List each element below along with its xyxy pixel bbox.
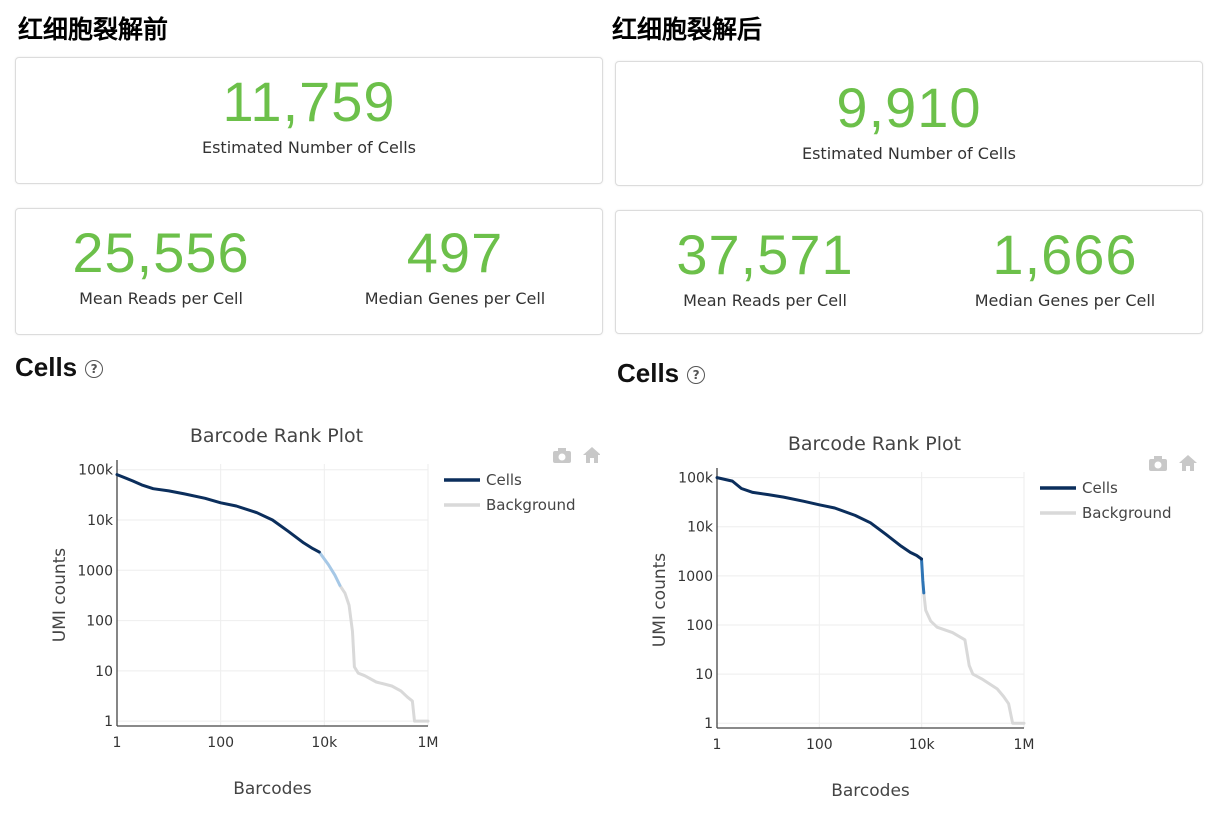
mean-reads-metric: 37,571 Mean Reads per Cell bbox=[620, 223, 910, 311]
mean-reads-caption: Mean Reads per Cell bbox=[79, 289, 243, 308]
y-axis-label: UMI counts bbox=[50, 548, 70, 642]
x-tick-label: 1 bbox=[113, 735, 122, 751]
cells-section-heading: Cells? bbox=[617, 358, 706, 389]
estimated-cells-value: 11,759 bbox=[222, 70, 396, 133]
cells-section-heading: Cells? bbox=[15, 352, 104, 383]
y-tick-label: 10 bbox=[695, 667, 713, 683]
estimated-cells-value: 9,910 bbox=[836, 76, 982, 139]
home-icon bbox=[583, 447, 600, 463]
series-line bbox=[115, 473, 321, 554]
cells-section-title: Cells bbox=[15, 352, 78, 382]
mean-reads-caption: Mean Reads per Cell bbox=[683, 291, 847, 310]
panel-title: 红细胞裂解前 bbox=[18, 15, 169, 44]
y-tick-label: 1 bbox=[104, 714, 113, 730]
home-icon bbox=[1179, 455, 1197, 471]
estimated-cells-metric: 11,759 Estimated Number of Cells bbox=[164, 70, 454, 158]
help-icon[interactable]: ? bbox=[85, 360, 104, 379]
y-tick-label: 100k bbox=[78, 463, 114, 479]
mean-reads-value: 37,571 bbox=[676, 223, 854, 286]
series-line bbox=[922, 591, 1026, 725]
median-genes-metric: 1,666 Median Genes per Cell bbox=[920, 223, 1208, 311]
chart-title: Barcode Rank Plot bbox=[788, 433, 961, 455]
camera-icon bbox=[1149, 456, 1167, 471]
y-tick-label: 100 bbox=[86, 614, 113, 630]
legend-label: Background bbox=[1082, 504, 1172, 522]
mean-reads-value: 25,556 bbox=[72, 221, 250, 284]
y-tick-label: 1 bbox=[704, 716, 713, 732]
x-tick-label: 10k bbox=[909, 737, 936, 753]
cells-section-title: Cells bbox=[617, 358, 680, 388]
median-genes-caption: Median Genes per Cell bbox=[364, 289, 546, 308]
y-tick-label: 100k bbox=[678, 471, 714, 487]
help-icon[interactable]: ? bbox=[687, 366, 706, 385]
x-tick-label: 1M bbox=[1014, 737, 1035, 753]
cells-summary-card: 9,910 Estimated Number of Cells bbox=[615, 61, 1203, 186]
panel-after: 红细胞裂解后 9,910 Estimated Number of Cells 3… bbox=[604, 0, 1204, 819]
cells-summary-card: 11,759 Estimated Number of Cells bbox=[15, 57, 603, 184]
barcode-rank-plot: Barcode Rank Plot 1 100 10k 1M 1 10 100 1000 10k 1… bbox=[50, 425, 600, 799]
series-line bbox=[920, 557, 926, 595]
median-genes-value: 497 bbox=[406, 221, 504, 284]
y-tick-label: 10k bbox=[87, 513, 114, 529]
legend-label: Cells bbox=[1082, 479, 1118, 497]
y-axis-label: UMI counts bbox=[650, 553, 670, 647]
reads-genes-card: 37,571 Mean Reads per Cell 1,666 Median … bbox=[615, 210, 1203, 334]
estimated-cells-caption: Estimated Number of Cells bbox=[201, 138, 417, 157]
y-tick-label: 1000 bbox=[677, 569, 713, 585]
median-genes-metric: 497 Median Genes per Cell bbox=[310, 221, 600, 309]
median-genes-caption: Median Genes per Cell bbox=[974, 291, 1156, 310]
estimated-cells-metric: 9,910 Estimated Number of Cells bbox=[764, 76, 1054, 164]
estimated-cells-caption: Estimated Number of Cells bbox=[801, 144, 1017, 163]
x-tick-label: 10k bbox=[311, 735, 338, 751]
panel-before: 红细胞裂解前 11,759 Estimated Number of Cells … bbox=[0, 0, 603, 819]
y-tick-label: 1000 bbox=[77, 563, 113, 579]
x-tick-label: 100 bbox=[806, 737, 833, 753]
x-axis-label: Barcodes bbox=[233, 779, 312, 799]
reads-genes-card: 25,556 Mean Reads per Cell 497 Median Ge… bbox=[15, 208, 603, 335]
x-axis-label: Barcodes bbox=[831, 781, 910, 801]
legend-label: Background bbox=[486, 496, 576, 514]
y-tick-label: 10 bbox=[95, 664, 113, 680]
series-line bbox=[317, 550, 342, 587]
series-line bbox=[338, 583, 430, 723]
y-tick-label: 100 bbox=[686, 618, 713, 634]
y-tick-label: 10k bbox=[687, 520, 714, 536]
mean-reads-metric: 25,556 Mean Reads per Cell bbox=[16, 221, 306, 309]
x-tick-label: 100 bbox=[207, 735, 234, 751]
chart-title: Barcode Rank Plot bbox=[190, 425, 363, 447]
x-tick-label: 1M bbox=[418, 735, 439, 751]
series-line bbox=[715, 476, 923, 561]
median-genes-value: 1,666 bbox=[992, 223, 1138, 286]
panel-title: 红细胞裂解后 bbox=[612, 15, 763, 44]
camera-icon bbox=[553, 448, 571, 463]
legend-label: Cells bbox=[486, 471, 522, 489]
barcode-rank-plot: Barcode Rank Plot 1 100 10k 1M 1 10 100 1000 10k 1… bbox=[650, 433, 1197, 801]
x-tick-label: 1 bbox=[713, 737, 722, 753]
